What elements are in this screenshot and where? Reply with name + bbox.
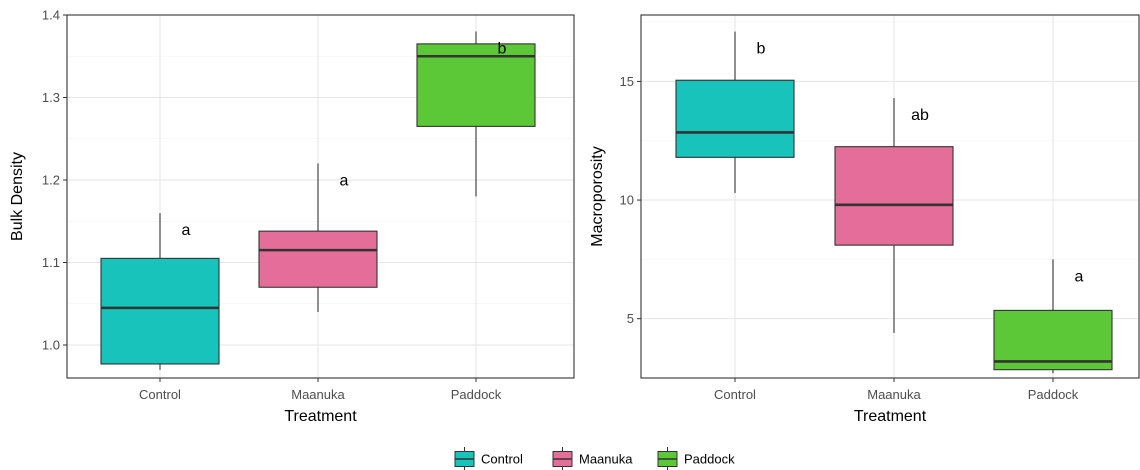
box-maanuka <box>834 146 954 246</box>
panel-border <box>640 14 1140 379</box>
x-tick-label: Paddock <box>1028 387 1079 402</box>
box-control <box>100 257 220 365</box>
box-paddock <box>416 43 536 127</box>
legend-label: Maanuka <box>579 452 633 467</box>
y-tick-label: 1.4 <box>42 8 60 23</box>
y-tick-label: 5 <box>627 311 634 326</box>
significance-letter: a <box>182 222 191 239</box>
significance-letter: b <box>757 41 766 58</box>
box-control <box>675 79 795 158</box>
panel-border <box>66 14 575 379</box>
x-tick-label: Paddock <box>451 387 502 402</box>
significance-letter: a <box>1075 268 1084 285</box>
x-tick-label: Maanuka <box>867 387 921 402</box>
y-tick-label: 1.1 <box>42 255 60 270</box>
bulk-density-panel: 1.0 1.1 1.2 1.3 1.4 Control Maanuka Paddock a a b T… <box>9 8 575 425</box>
x-tick-label: Control <box>139 387 181 402</box>
legend-label: Control <box>481 452 523 467</box>
x-axis-title: Treatment <box>284 408 357 425</box>
significance-letter: a <box>340 173 349 190</box>
y-tick-label: 10 <box>620 193 634 208</box>
y-tick-label: 1.3 <box>42 90 60 105</box>
y-tick-label: 1.0 <box>42 338 60 353</box>
significance-letter: ab <box>911 107 929 124</box>
x-axis-title: Treatment <box>854 408 927 425</box>
x-tick-label: Control <box>714 387 756 402</box>
y-tick-label: 15 <box>620 74 634 89</box>
macroporosity-panel: 5 10 15 Control Maanuka Paddock b ab a Treatment M… <box>589 14 1140 425</box>
significance-letter: b <box>498 41 507 58</box>
box-maanuka <box>258 230 378 288</box>
x-tick-label: Maanuka <box>291 387 345 402</box>
legend-label: Paddock <box>684 452 735 467</box>
box-paddock <box>993 309 1113 371</box>
legend: Control Maanuka Paddock <box>454 447 735 470</box>
y-tick-label: 1.2 <box>42 173 60 188</box>
y-axis-title: Bulk Density <box>9 152 26 241</box>
y-axis-title: Macroporosity <box>589 146 606 246</box>
